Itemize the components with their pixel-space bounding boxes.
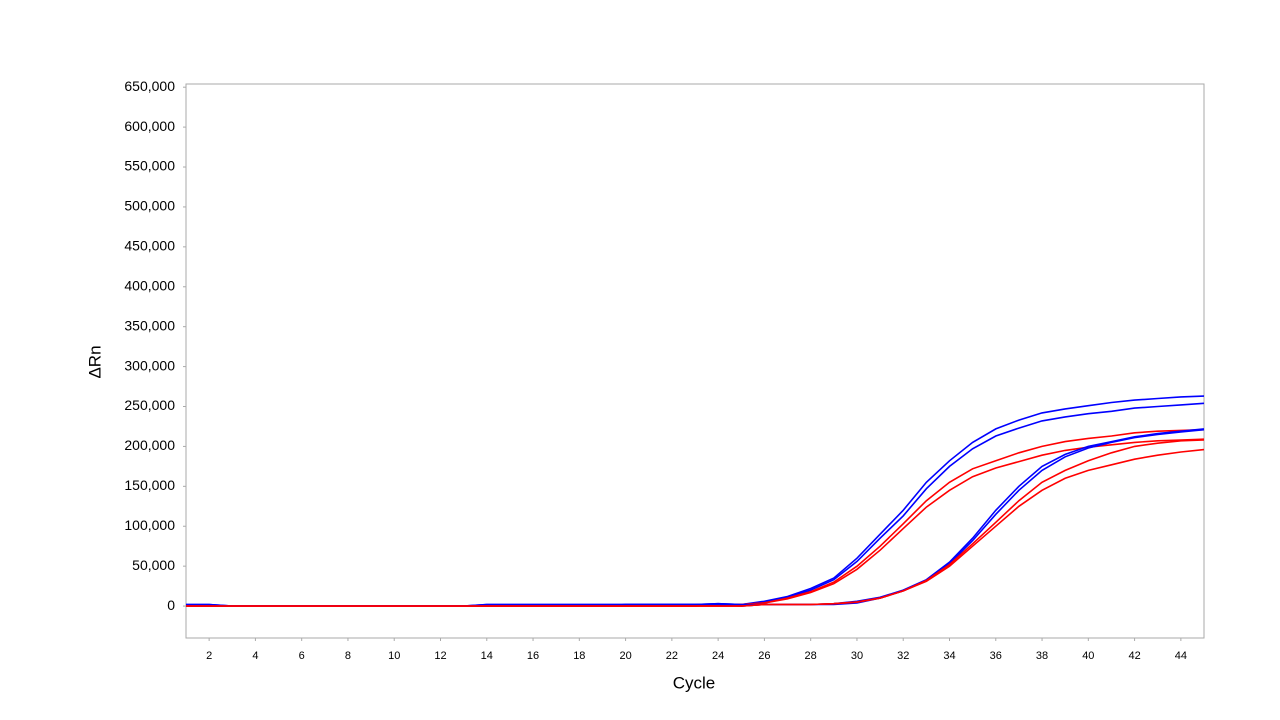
x-tick-label: 20 [619,650,631,662]
y-tick-label: 150,000 [124,477,175,493]
x-tick-label: 6 [299,650,305,662]
x-tick-label: 16 [527,650,539,662]
x-tick-label: 4 [252,650,258,662]
x-tick-label: 8 [345,650,351,662]
y-tick-label: 250,000 [124,397,175,413]
x-tick-label: 42 [1128,650,1140,662]
x-tick-label: 22 [666,650,678,662]
x-tick-label: 18 [573,650,585,662]
x-tick-label: 32 [897,650,909,662]
x-tick-label: 26 [758,650,770,662]
y-tick-label: 50,000 [132,557,175,573]
y-tick-label: 600,000 [124,118,175,134]
y-tick-label: 450,000 [124,238,175,254]
x-tick-label: 12 [434,650,446,662]
x-tick-label: 10 [388,650,400,662]
amplification-curve [186,402,1205,607]
y-tick-label: 350,000 [124,317,175,333]
x-tick-label: 44 [1175,650,1187,662]
amplification-curve [186,395,1205,607]
y-tick-label: 100,000 [124,517,175,533]
x-tick-label: 24 [712,650,724,662]
x-tick-label: 28 [805,650,817,662]
y-tick-label: 550,000 [124,158,175,174]
y-tick-label: 300,000 [124,357,175,373]
amplification-curve [186,428,1205,607]
x-tick-label: 30 [851,650,863,662]
x-tick-label: 38 [1036,650,1048,662]
plot-frame [185,83,1205,639]
y-tick-label: 650,000 [124,78,175,94]
y-tick-label: 500,000 [124,198,175,214]
amplification-curve [186,428,1205,607]
amplification-curve [186,448,1205,607]
x-tick-label: 40 [1082,650,1094,662]
y-tick-label: 200,000 [124,437,175,453]
y-tick-label: 0 [167,597,175,613]
x-tick-label: 36 [990,650,1002,662]
x-tick-label: 2 [206,650,212,662]
x-axis-label: Cycle [673,673,716,692]
amplification-curve [186,428,1205,607]
x-tick-label: 34 [943,650,955,662]
y-tick-label: 400,000 [124,277,175,293]
y-axis-label: ΔRn [85,345,104,378]
x-tick-label: 14 [481,650,493,662]
